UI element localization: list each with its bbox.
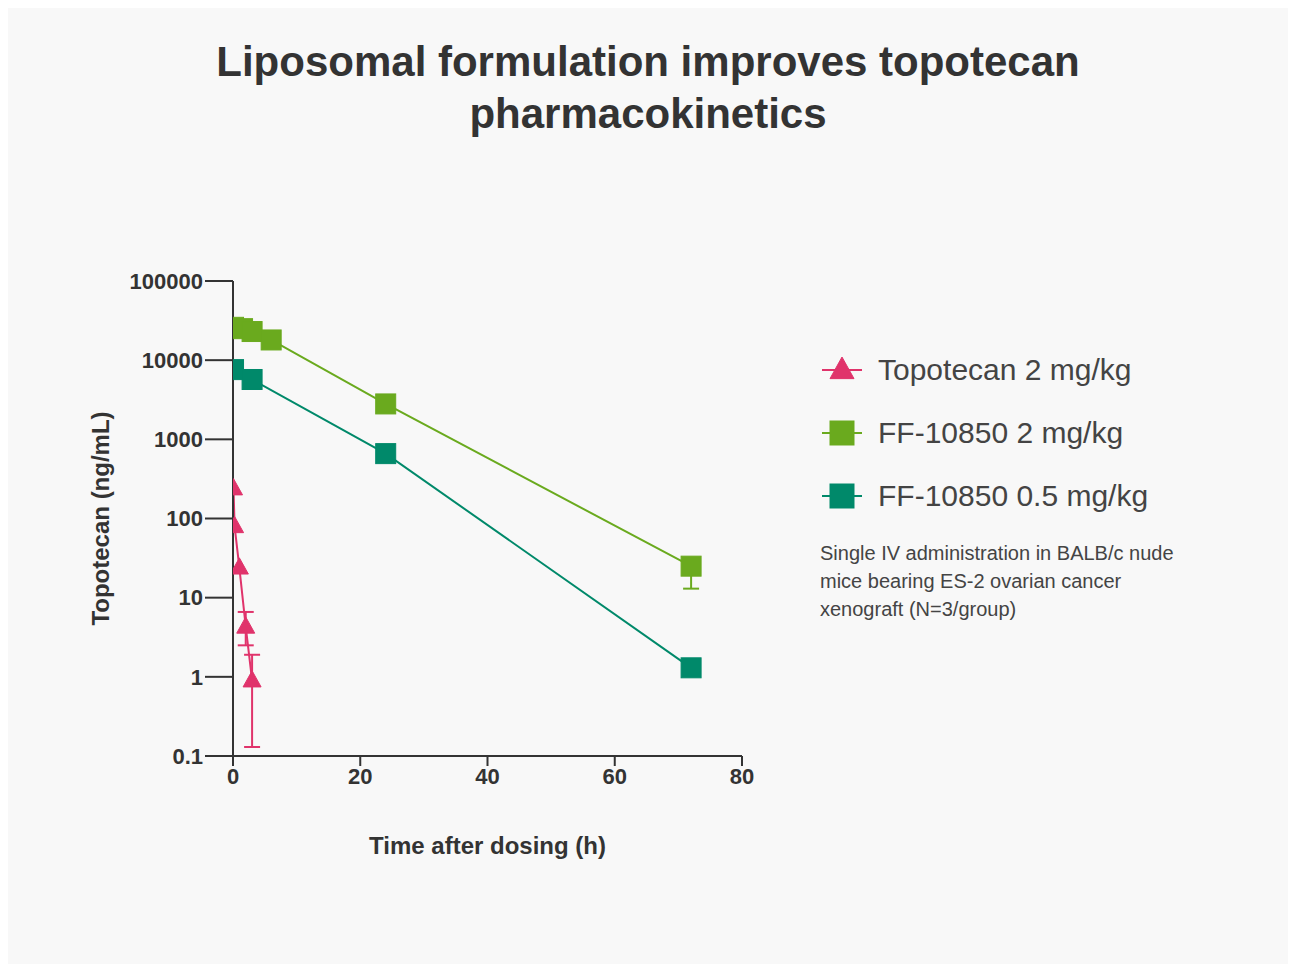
svg-text:40: 40 [475, 764, 499, 789]
svg-text:60: 60 [603, 764, 627, 789]
html-text:FF-10850 2 mg/kg: FF-10850 2 mg/kg [878, 415, 1124, 449]
svg-text:0: 0 [227, 764, 239, 789]
svg-text:100: 100 [166, 506, 203, 531]
html-text:Single IV administration in BA: Single IV administration in BALB/c nude … [820, 542, 1174, 620]
svg-text:20: 20 [348, 764, 372, 789]
svg-text:10: 10 [179, 585, 203, 610]
svg-text:Topotecan (ng/mL): Topotecan (ng/mL) [87, 411, 114, 625]
svg-text:10000: 10000 [142, 348, 203, 373]
svg-text:0.1: 0.1 [172, 744, 203, 769]
svg-text:100000: 100000 [130, 269, 203, 294]
html-text:Topotecan 2 mg/kg: Topotecan 2 mg/kg [878, 352, 1132, 386]
svg-text:80: 80 [730, 764, 754, 789]
svg-text:1: 1 [191, 665, 203, 690]
svg-text:1000: 1000 [154, 427, 203, 452]
html-text:Liposomal formulation improves: Liposomal formulation improves topotecan… [216, 38, 1080, 137]
html-text:FF-10850 0.5 mg/kg: FF-10850 0.5 mg/kg [878, 478, 1149, 512]
svg-text:Time after dosing (h): Time after dosing (h) [369, 832, 606, 859]
